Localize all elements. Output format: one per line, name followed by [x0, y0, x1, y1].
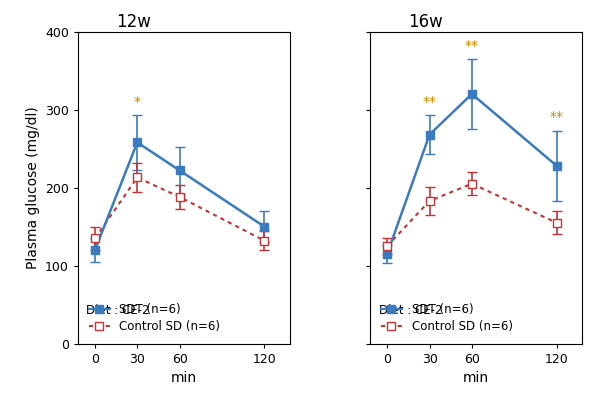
Y-axis label: Plasma glucose (mg/dl): Plasma glucose (mg/dl) — [26, 106, 40, 269]
X-axis label: min: min — [463, 371, 489, 385]
Legend: SDT (n=6), Control SD (n=6): SDT (n=6), Control SD (n=6) — [376, 299, 517, 338]
Legend: SDT (n=6), Control SD (n=6): SDT (n=6), Control SD (n=6) — [84, 299, 225, 338]
Text: 16w: 16w — [409, 13, 443, 32]
Text: **: ** — [550, 111, 563, 124]
Text: 12w: 12w — [116, 13, 151, 32]
Text: Diet : CE-2: Diet : CE-2 — [86, 304, 150, 317]
Text: Diet : CE-2: Diet : CE-2 — [379, 304, 442, 317]
Text: *: * — [134, 95, 141, 109]
Text: **: ** — [465, 39, 479, 53]
Text: **: ** — [422, 95, 437, 109]
X-axis label: min: min — [171, 371, 197, 385]
